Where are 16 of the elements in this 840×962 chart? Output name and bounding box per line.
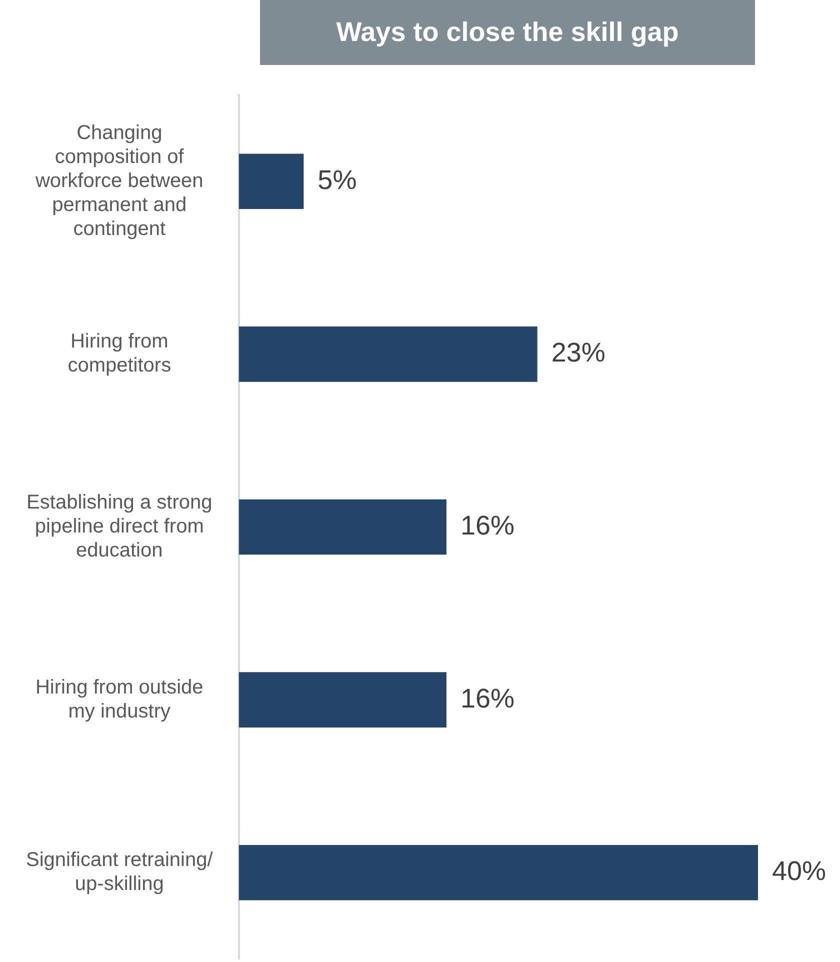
y-tick-label: Hiring from competitors — [68, 330, 172, 377]
bar — [238, 154, 304, 210]
y-tick-label: Changing composition of workforce between permanent and contingent — [34, 122, 204, 240]
bar — [238, 499, 446, 555]
y-tick-label: Hiring from outside my industry — [35, 676, 204, 722]
data-label: 5% — [318, 164, 357, 195]
data-label: 16% — [460, 683, 515, 714]
data-label: 40% — [772, 856, 826, 886]
y-tick-label: Significant retraining/ up-skilling — [26, 849, 214, 896]
data-label: 16% — [460, 510, 515, 540]
bar — [238, 672, 446, 728]
y-tick-label: Establishing a strong pipeline direct from education — [26, 492, 212, 562]
bar — [238, 844, 758, 900]
chart-title: Ways to close the skill gap — [260, 0, 755, 65]
data-label: 23% — [551, 338, 606, 368]
bar — [238, 326, 538, 382]
